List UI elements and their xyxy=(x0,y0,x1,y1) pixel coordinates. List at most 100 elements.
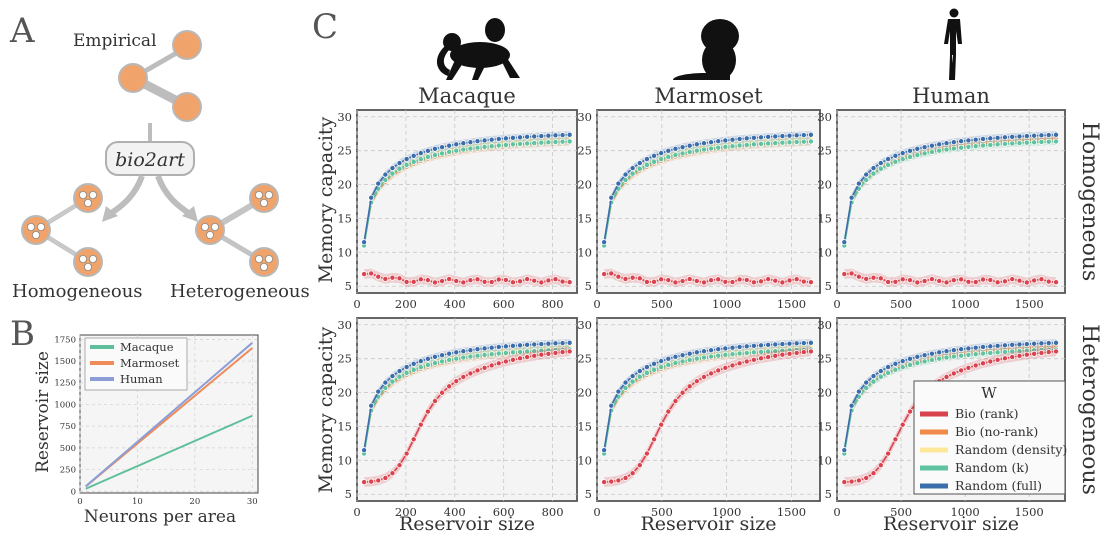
data-point xyxy=(643,450,650,457)
data-point xyxy=(368,402,375,409)
data-point xyxy=(914,360,921,367)
data-point xyxy=(545,277,552,284)
data-point xyxy=(1038,340,1045,347)
data-point xyxy=(786,277,793,284)
cluster-node xyxy=(249,247,279,277)
data-point xyxy=(722,345,729,352)
data-point xyxy=(417,276,424,283)
data-point xyxy=(538,341,545,348)
data-point xyxy=(601,479,608,486)
data-point xyxy=(1053,348,1060,355)
data-point xyxy=(382,171,389,178)
data-point xyxy=(899,276,906,283)
data-point xyxy=(552,132,559,139)
data-point xyxy=(870,165,877,172)
legend-label: Macaque xyxy=(120,340,174,354)
data-point xyxy=(531,133,538,140)
legend: W Bio (rank) Bio (no-rank) Random (density… xyxy=(913,380,1067,495)
data-point xyxy=(722,278,729,285)
data-point xyxy=(786,139,793,146)
y-tick-label: 15 xyxy=(817,419,832,433)
y-tick-label: 10 xyxy=(337,245,352,259)
data-point xyxy=(686,142,693,149)
y-tick-label: 10 xyxy=(817,453,832,467)
data-point xyxy=(460,354,467,361)
data-point xyxy=(1031,132,1038,139)
x-tick-label: 800 xyxy=(542,505,564,519)
empirical-node xyxy=(172,92,202,122)
data-point xyxy=(524,354,531,361)
y-tick-label: 30 xyxy=(577,318,592,332)
data-point xyxy=(693,141,700,148)
data-point xyxy=(517,348,524,355)
neuron-dot xyxy=(264,254,273,263)
data-point xyxy=(410,152,417,159)
neuron-dot xyxy=(205,230,214,239)
data-point xyxy=(892,152,899,159)
data-point xyxy=(622,275,629,282)
data-point xyxy=(693,349,700,356)
data-point xyxy=(693,277,700,284)
neuron-dot xyxy=(259,198,268,207)
y-tick-label: 5 xyxy=(825,487,832,501)
arrow-right xyxy=(155,174,192,217)
y-tick-label: 25 xyxy=(817,144,832,158)
data-point xyxy=(994,279,1001,286)
data-point xyxy=(863,275,870,282)
data-point xyxy=(786,350,793,357)
legend-box xyxy=(913,380,1066,495)
data-point xyxy=(488,279,495,286)
b-xlabel: Neurons per area xyxy=(84,507,236,527)
data-point xyxy=(1031,350,1038,357)
data-point xyxy=(693,147,700,154)
data-point xyxy=(972,143,979,150)
neuron-dot xyxy=(26,222,35,231)
data-point xyxy=(848,270,855,277)
data-point xyxy=(885,156,892,163)
data-point xyxy=(665,361,672,368)
data-point xyxy=(686,350,693,357)
data-point xyxy=(509,279,516,286)
data-point xyxy=(750,356,757,363)
c-ylabel-bottom: Memory capacity xyxy=(315,326,337,493)
data-point xyxy=(950,277,957,284)
data-point xyxy=(765,354,772,361)
data-point xyxy=(439,352,446,359)
data-point xyxy=(758,348,765,355)
data-point xyxy=(965,137,972,144)
data-point xyxy=(987,343,994,350)
data-point xyxy=(502,358,509,365)
data-point xyxy=(431,279,438,286)
data-point xyxy=(1023,351,1030,358)
data-point xyxy=(1016,133,1023,140)
data-point xyxy=(615,477,622,484)
heterogeneous-network xyxy=(195,183,279,277)
data-point xyxy=(608,402,615,409)
x-tick-label: 0 xyxy=(593,297,600,311)
c-xlabel: Reservoir size xyxy=(399,513,535,535)
homogeneous-label: Homogeneous xyxy=(12,281,143,302)
data-point xyxy=(928,356,935,363)
data-point xyxy=(672,398,679,405)
data-point xyxy=(446,350,453,357)
data-point xyxy=(841,239,848,246)
y-tick-label: 20 xyxy=(817,386,832,400)
y-tick-label: 20 xyxy=(577,178,592,192)
data-point xyxy=(545,350,552,357)
data-point xyxy=(643,370,650,377)
data-point xyxy=(736,135,743,142)
data-point xyxy=(972,136,979,143)
data-point xyxy=(807,138,814,145)
data-point xyxy=(779,341,786,348)
data-point xyxy=(958,346,965,353)
y-tick-label: 30 xyxy=(577,110,592,124)
x-tick-label: 400 xyxy=(444,297,466,311)
data-point xyxy=(467,353,474,360)
data-point xyxy=(958,138,965,145)
data-point xyxy=(1016,341,1023,348)
data-point xyxy=(679,150,686,157)
c-ylabel-top: Memory capacity xyxy=(315,116,337,283)
data-point xyxy=(779,351,786,358)
data-point xyxy=(524,276,531,283)
data-point xyxy=(987,135,994,142)
